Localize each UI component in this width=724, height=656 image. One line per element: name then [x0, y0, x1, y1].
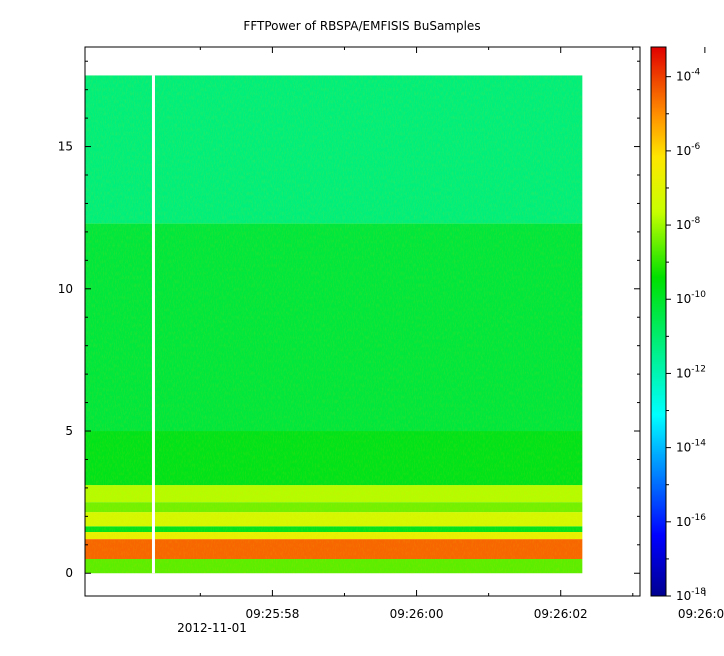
x-tick-label-0: 09:25:58 — [245, 607, 299, 621]
colorbar-tick-label--16: 10-16 — [676, 513, 706, 529]
data-gap — [151, 75, 155, 574]
x-axis: 09:25:58 09:26:00 09:26:02 09:26:04 — [199, 47, 724, 621]
colorbar-tick-label--4: 10-4 — [676, 68, 701, 84]
colorbar-tick-label--10: 10-10 — [676, 290, 706, 306]
colorbar-tick-label--8: 10-8 — [676, 216, 701, 232]
plot-frame — [84, 46, 641, 597]
colorbar-gradient — [650, 46, 667, 597]
y-tick-label-10: 10 — [58, 282, 73, 296]
x-tick-label-2: 09:26:02 — [534, 607, 588, 621]
y-tick-label-0: 0 — [65, 566, 73, 580]
colorbar-tick-label--14: 10-14 — [676, 439, 706, 455]
y-axis: 0 5 10 15 — [58, 60, 640, 580]
colorbar-ticks: 10-18 10-16 10-14 10-12 10-10 10-8 10-6 10-4 — [666, 68, 706, 603]
colorbar-tick-label--6: 10-6 — [676, 142, 701, 158]
noise-texture — [85, 75, 583, 574]
colorbar-tick-label--12: 10-12 — [676, 364, 706, 380]
x-tick-label-1: 09:26:00 — [390, 607, 444, 621]
colorbar: 10-18 10-16 10-14 10-12 10-10 10-8 10-6 10-4 — [650, 46, 706, 603]
x-tick-label-3: 09:26:04 — [678, 607, 724, 621]
y-tick-label-15: 15 — [58, 140, 73, 154]
y-tick-label-5: 5 — [65, 424, 73, 438]
x-date-label: 2012-11-01 — [177, 621, 247, 635]
colorbar-tick-label--18: 10-18 — [676, 587, 706, 603]
chart-title: FFTPower of RBSPA/EMFISIS BuSamples — [243, 19, 480, 33]
